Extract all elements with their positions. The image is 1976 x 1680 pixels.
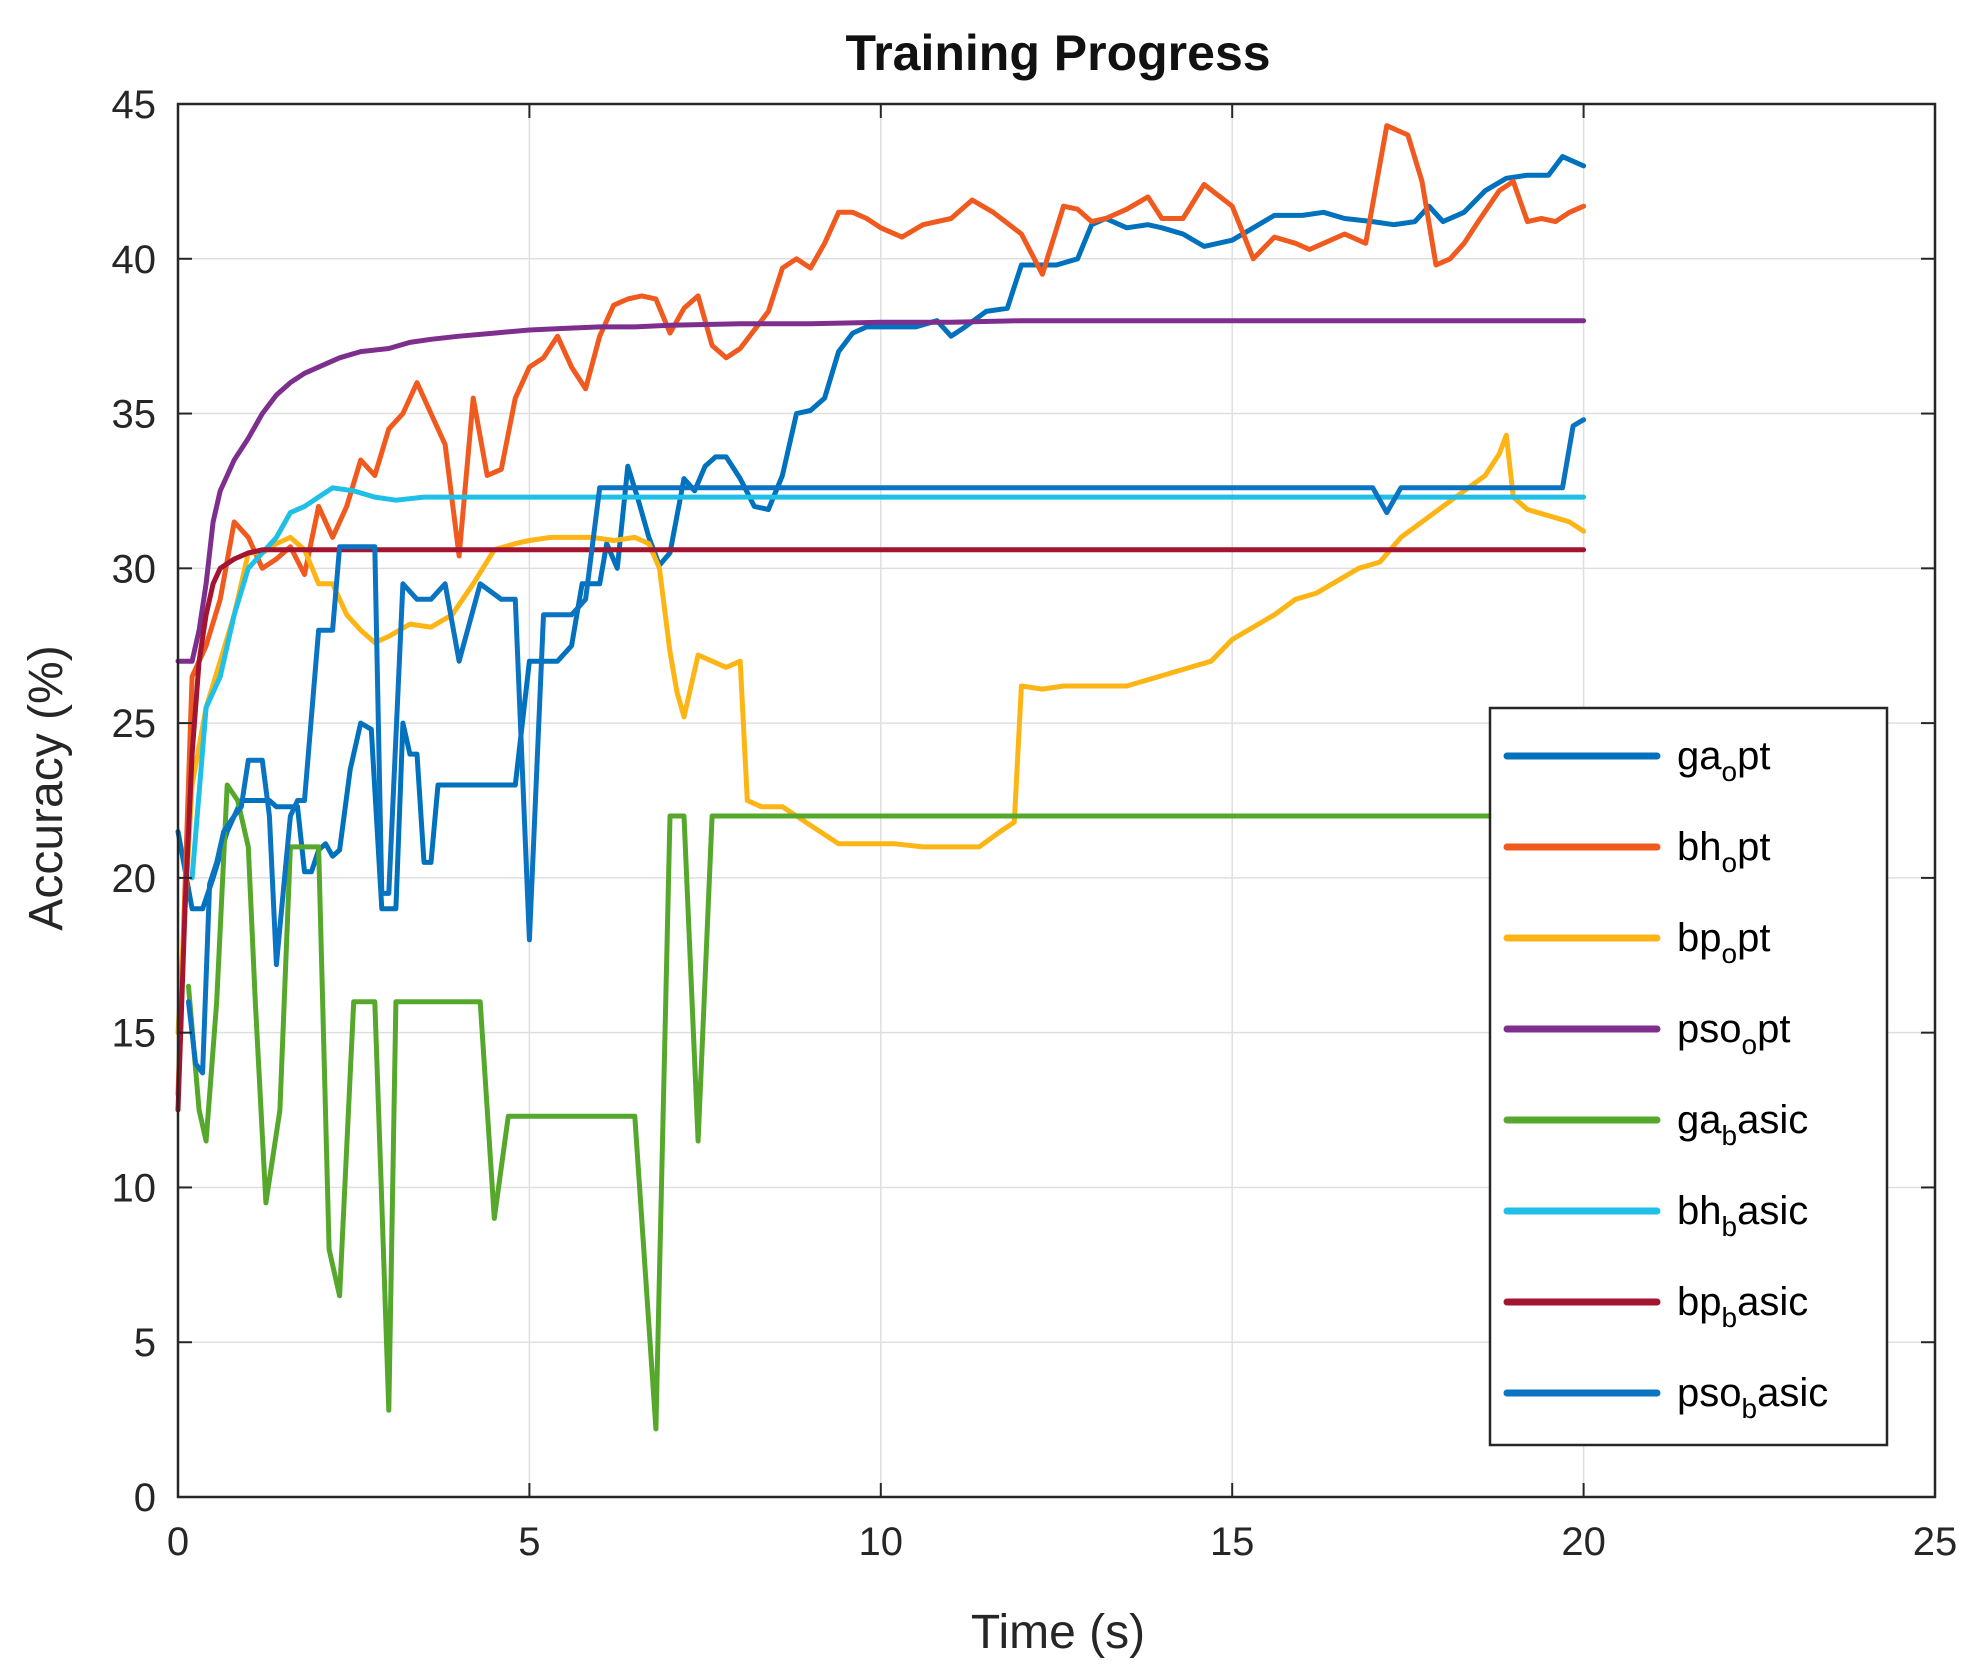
series-line-pso-opt	[175, 318, 1587, 664]
axes-box	[176, 102, 1937, 1499]
series-line-ga-basic	[186, 782, 1587, 1432]
series-line-bh-opt	[175, 123, 1587, 1098]
y-tick-label: 35	[112, 393, 157, 437]
x-axis-label: Time (s)	[971, 1606, 1145, 1659]
x-tick-label: 5	[518, 1520, 540, 1564]
legend-entry-bh-basic: bhbasic	[1677, 1189, 1808, 1242]
legend-entry-pso-basic: psobasic	[1677, 1371, 1828, 1424]
legend-entry-bp-opt: bpopt	[1677, 916, 1770, 969]
y-axis-label: Accuracy (%)	[20, 645, 73, 930]
series-line-bp-basic	[175, 547, 1587, 1113]
y-tick-label: 5	[134, 1321, 156, 1365]
legend-entry-pso-opt: psoopt	[1677, 1007, 1790, 1060]
legend-entry-bp-basic: bpbasic	[1677, 1280, 1808, 1333]
y-tick-label: 10	[112, 1166, 157, 1210]
series-line-bp-opt	[175, 432, 1587, 1036]
y-tick-label: 30	[112, 547, 157, 591]
grid-lines	[178, 104, 1935, 1497]
chart-title: Training Progress	[845, 25, 1270, 81]
y-tick-label: 25	[112, 702, 157, 746]
x-tick-label: 0	[167, 1520, 189, 1564]
x-tick-label: 25	[1913, 1520, 1958, 1564]
series-layer	[175, 123, 1587, 1432]
legend-box	[1488, 706, 1889, 1447]
legend: gaopt bhopt bpopt psoopt gabasic bhbasic bpbas…	[1488, 706, 1889, 1447]
legend-entry-ga-opt: gaopt	[1677, 734, 1770, 787]
y-tick-label: 45	[112, 83, 157, 127]
y-tick-label: 15	[112, 1012, 157, 1056]
x-tick-label: 20	[1561, 1520, 1606, 1564]
series-line-pso-basic	[186, 417, 1587, 1076]
x-tick-label: 15	[1210, 1520, 1255, 1564]
y-tick-label: 40	[112, 238, 157, 282]
y-ticks: 0 5 10 15 20 25 30 35 40 45	[112, 83, 1935, 1520]
y-tick-label: 0	[134, 1476, 156, 1520]
legend-entry-bh-opt: bhopt	[1677, 825, 1770, 878]
x-tick-label: 10	[859, 1520, 904, 1564]
series-line-ga-opt	[175, 154, 1587, 912]
legend-entry-ga-basic: gabasic	[1677, 1098, 1808, 1151]
x-ticks: 0 5 10 15 20 25	[167, 104, 1957, 1564]
series-line-bh-basic	[189, 485, 1587, 881]
y-tick-label: 20	[112, 857, 157, 901]
